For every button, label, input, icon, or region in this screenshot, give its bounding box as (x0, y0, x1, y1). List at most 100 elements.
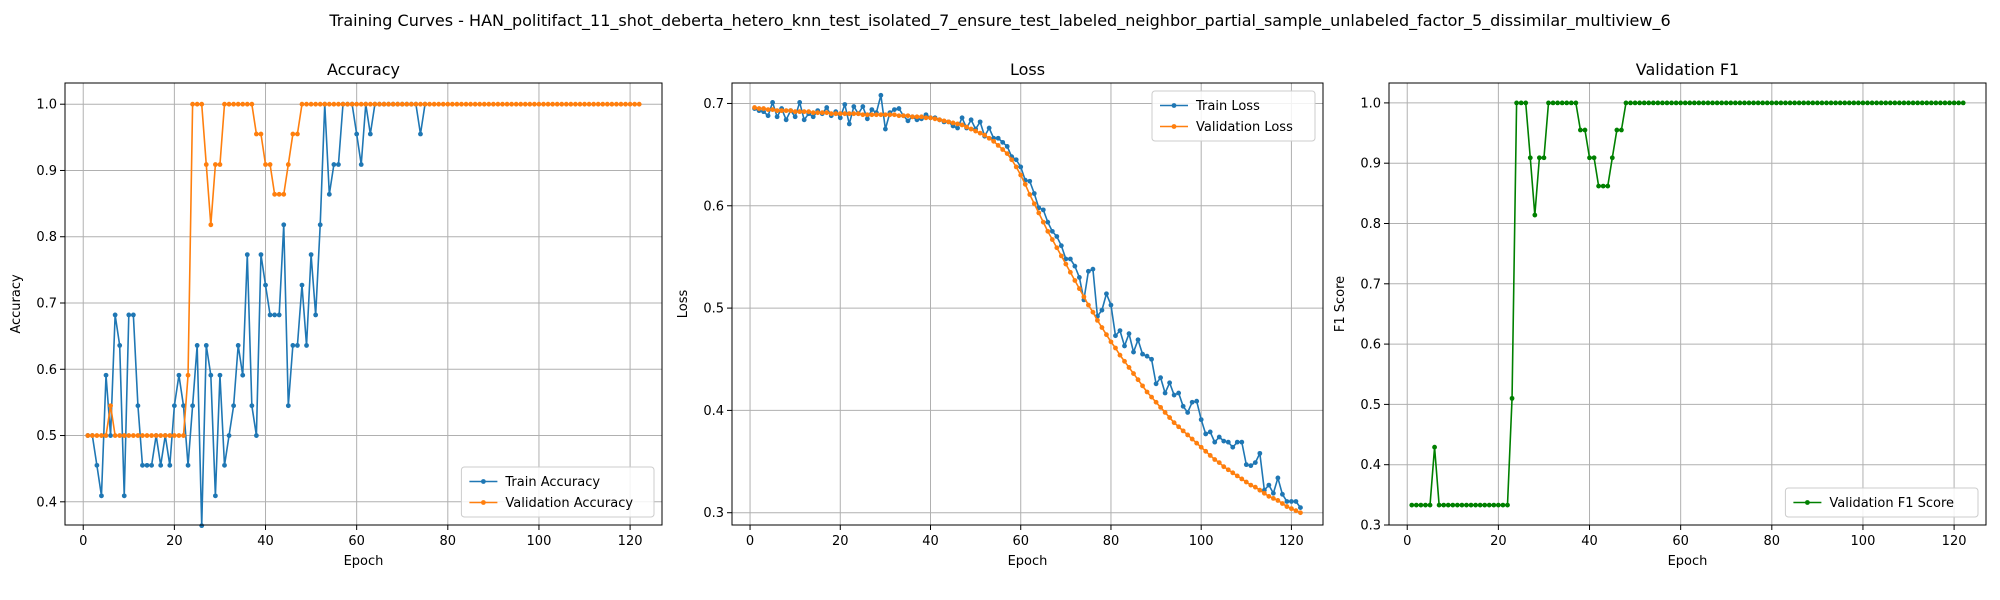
data-point (1550, 100, 1556, 106)
data-point (1230, 444, 1236, 450)
data-point (1960, 100, 1966, 106)
data-point (390, 101, 396, 107)
data-point (285, 162, 291, 167)
data-point (1824, 100, 1829, 106)
data-point (481, 101, 487, 107)
data-point (1678, 100, 1684, 106)
data-point (1040, 207, 1046, 213)
data-point (117, 433, 123, 438)
data-point (1198, 444, 1204, 450)
data-point (1919, 100, 1925, 106)
data-point (117, 343, 123, 348)
data-point (1117, 328, 1123, 333)
data-point (1928, 100, 1934, 106)
data-point (500, 101, 505, 107)
data-point (490, 101, 496, 107)
data-point (504, 101, 510, 107)
data-point (1464, 502, 1469, 508)
data-point (1284, 504, 1290, 509)
data-point (317, 101, 323, 107)
data-point (783, 108, 789, 114)
legend-box (1784, 487, 1979, 518)
data-point (1605, 183, 1611, 189)
data-point (1500, 502, 1506, 508)
data-point (783, 117, 789, 123)
data-point (495, 101, 501, 107)
legend-label: Validation Loss (1196, 120, 1293, 135)
y-tick-label: 0.3 (703, 506, 724, 521)
data-point (103, 372, 109, 378)
data-point (1144, 389, 1150, 395)
y-axis-label: F1 Score (1333, 276, 1348, 332)
data-point (89, 433, 95, 438)
data-point (919, 114, 924, 120)
data-point (212, 493, 218, 499)
data-point (1450, 502, 1456, 508)
data-point (545, 101, 551, 107)
y-tick-label: 0.4 (36, 495, 57, 510)
data-point (468, 101, 473, 107)
data-point (1216, 460, 1222, 465)
data-point (1045, 228, 1051, 234)
data-point (1619, 127, 1624, 133)
data-point (1869, 100, 1875, 106)
data-point (1234, 473, 1240, 479)
data-point (1058, 253, 1064, 259)
data-point (477, 101, 483, 107)
data-point (887, 112, 893, 118)
data-point (1270, 496, 1276, 501)
data-point (752, 105, 757, 110)
data-point (194, 101, 200, 107)
data-point (454, 101, 460, 107)
data-point (194, 343, 200, 348)
data-point (1275, 498, 1281, 503)
x-tick-label: 100 (1189, 534, 1214, 549)
data-point (627, 101, 633, 107)
data-point (1468, 502, 1474, 508)
data-point (1559, 100, 1565, 106)
data-point (941, 118, 947, 124)
data-point (404, 101, 410, 107)
data-point (299, 282, 305, 288)
data-point (1796, 100, 1802, 106)
x-tick-label: 40 (922, 534, 939, 549)
data-point (1000, 147, 1006, 152)
data-point (1883, 100, 1889, 106)
data-point (1257, 450, 1263, 456)
data-point (349, 101, 355, 107)
data-point (1582, 127, 1588, 133)
data-point (336, 101, 341, 107)
data-point (317, 222, 323, 228)
x-tick-label: 20 (1490, 534, 1507, 549)
data-point (413, 101, 419, 107)
data-point (573, 101, 578, 107)
data-point (276, 312, 282, 318)
figure-suptitle: Training Curves - HAN_politifact_11_shot… (328, 11, 1670, 31)
data-point (281, 191, 287, 197)
data-point (1252, 460, 1258, 465)
data-point (964, 124, 969, 130)
data-point (108, 403, 113, 409)
data-point (937, 117, 942, 123)
data-point (1851, 100, 1857, 106)
data-point (1623, 100, 1629, 106)
data-point (1162, 410, 1168, 415)
data-point (1176, 424, 1182, 430)
data-point (1131, 349, 1136, 355)
data-point (788, 108, 794, 114)
data-point (1764, 100, 1770, 106)
data-point (459, 101, 464, 107)
data-point (1673, 100, 1679, 106)
data-point (955, 121, 960, 127)
data-point (121, 493, 127, 499)
data-point (226, 433, 232, 438)
data-point (527, 101, 533, 107)
y-tick-label: 0.9 (36, 164, 57, 179)
data-point (199, 523, 205, 529)
data-point (1596, 183, 1602, 189)
data-point (828, 111, 834, 117)
x-tick-label: 60 (348, 534, 365, 549)
data-point (1473, 502, 1478, 508)
data-point (126, 312, 132, 318)
data-point (864, 112, 870, 118)
